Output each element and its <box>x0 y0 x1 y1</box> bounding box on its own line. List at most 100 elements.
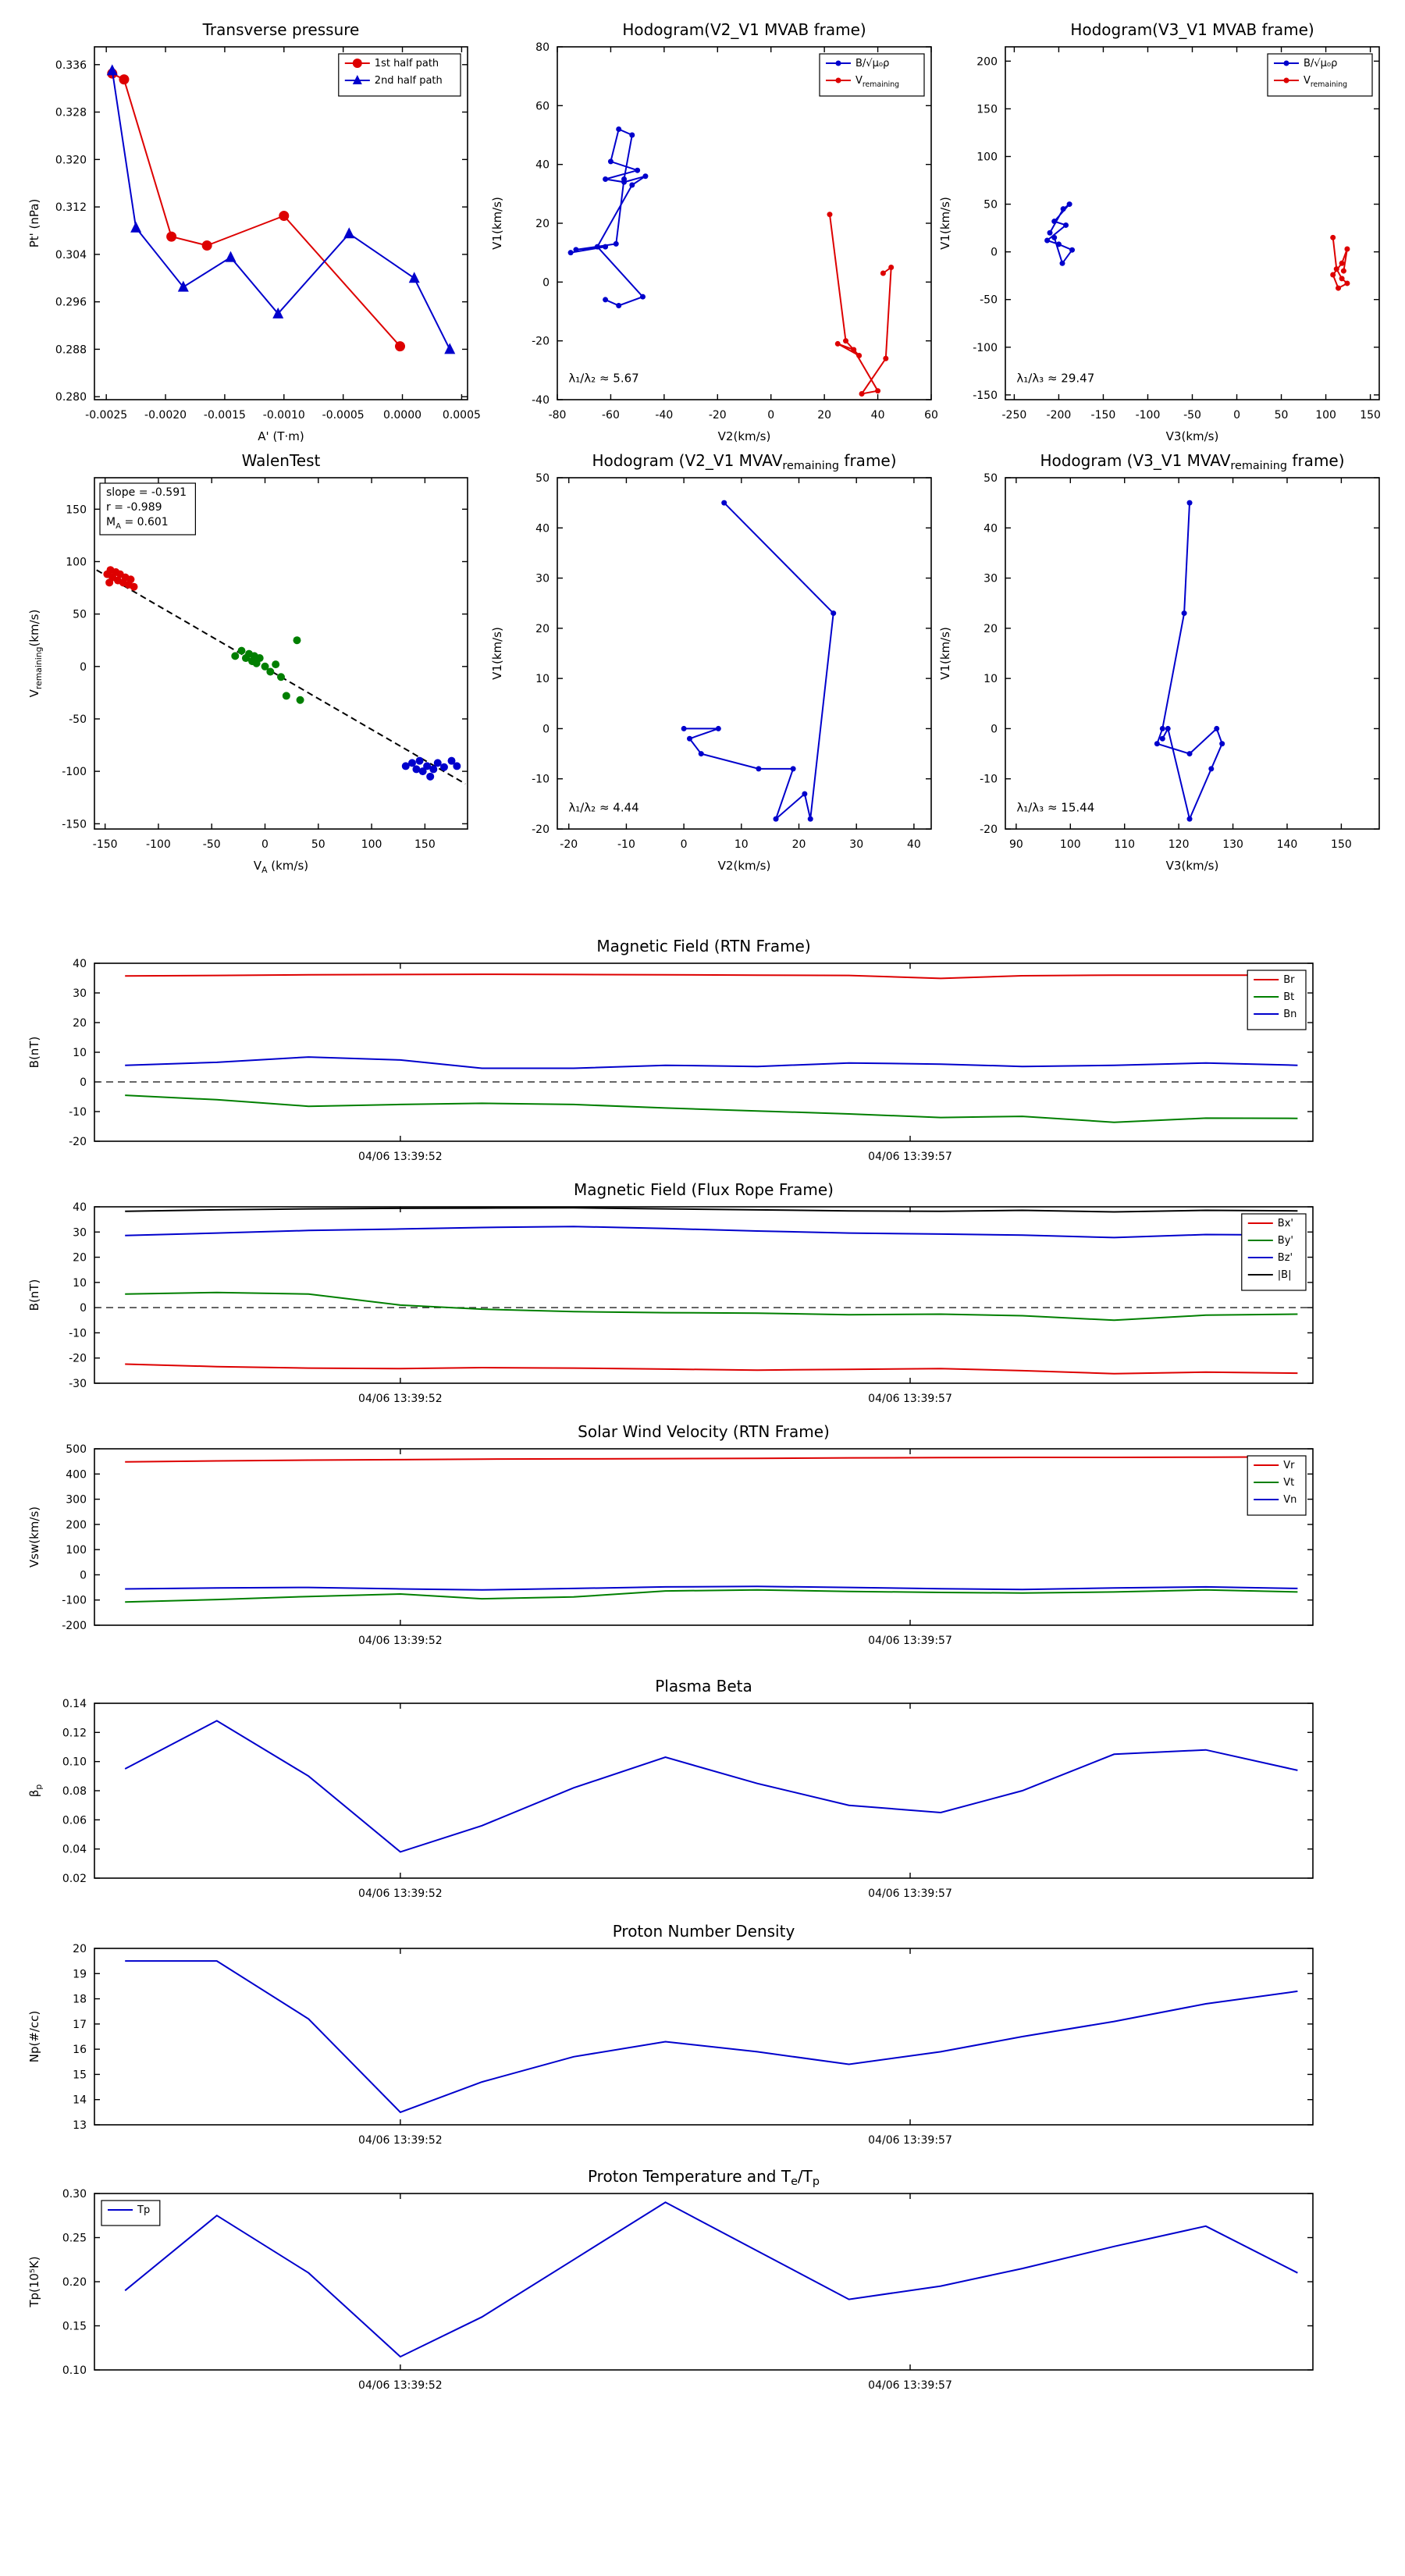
x-tick-label: 150 <box>414 838 436 851</box>
y-tick-label: 0 <box>991 723 998 735</box>
y-tick-label: 10 <box>535 673 550 685</box>
series-Br <box>125 973 1298 980</box>
y-tick-label: 0 <box>80 1569 87 1582</box>
x-tick-label: -250 <box>1002 409 1027 422</box>
series-B/√μ₀ρ <box>1044 201 1076 266</box>
x-tick-label: 90 <box>1009 838 1023 851</box>
legend: Bx' By' Bz' |B| <box>1241 1213 1307 1291</box>
y-tick-label: 300 <box>66 1494 87 1507</box>
y-tick-label: -10 <box>69 1327 87 1340</box>
y-tick-label: 0.336 <box>55 59 87 72</box>
y-tick-label: 30 <box>984 573 998 585</box>
y-tick-label: 0 <box>542 723 550 735</box>
legend-label: Vn <box>1283 1494 1297 1506</box>
y-tick-label: -100 <box>973 342 998 354</box>
legend: Vr Vt Vn <box>1247 1455 1307 1516</box>
y-tick-label: 20 <box>73 1943 87 1955</box>
y-tick-label: 50 <box>984 199 998 212</box>
y-tick-label: -10 <box>69 1106 87 1119</box>
y-tick-label: 10 <box>984 673 998 685</box>
plot-border <box>557 477 932 830</box>
y-tick-label: 200 <box>976 55 998 68</box>
y-tick-label: 40 <box>73 958 87 970</box>
series-line <box>401 756 461 781</box>
axes-ticks <box>94 47 468 400</box>
legend: Tp <box>101 2200 161 2226</box>
legend-label: Br <box>1283 974 1295 986</box>
y-tick-label: -150 <box>973 390 998 402</box>
x-tick-label: 60 <box>924 409 938 422</box>
x-tick-label: 130 <box>1222 838 1243 851</box>
x-tick-label: 10 <box>735 838 749 851</box>
stats-box: slope = -0.591 r = -0.989 MA = 0.601 <box>99 482 197 535</box>
x-axis-label: V2(km/s) <box>718 429 771 443</box>
chart-proton-density: 04/06 13:39:52 04/06 13:39:57 13 14 15 16 17 18… <box>27 1922 1314 2147</box>
x-tick-label: -0.0005 <box>322 409 365 422</box>
series-Vr <box>125 1456 1298 1463</box>
axes-ticks <box>557 477 931 830</box>
x-tick-label: -40 <box>655 409 673 422</box>
series-line <box>1154 500 1225 822</box>
x-tick-label: 150 <box>1331 838 1352 851</box>
y-axis-label: Vsw(km/s) <box>27 1507 41 1567</box>
chart-proton-temp: 04/06 13:39:52 04/06 13:39:57 0.10 0.15 0.20… <box>27 2167 1314 2392</box>
legend-label: B/√μ₀ρ <box>1304 58 1337 69</box>
x-tick-label: -100 <box>146 838 171 851</box>
series-By' <box>125 1291 1298 1322</box>
legend: Br Bt Bn <box>1247 970 1307 1030</box>
x-tick-label: 04/06 13:39:57 <box>868 1635 952 1647</box>
series-line <box>231 636 304 704</box>
x-tick-label: 04/06 13:39:57 <box>868 1151 952 1163</box>
x-tick-label: 0 <box>1233 409 1240 422</box>
y-tick-label: 0.10 <box>62 2364 87 2377</box>
x-axis-label: V3(km/s) <box>1166 859 1219 873</box>
y-tick-label: -20 <box>532 336 550 348</box>
axes-ticks <box>94 478 468 829</box>
y-tick-label: 10 <box>73 1277 87 1290</box>
y-tick-label: 50 <box>984 472 998 485</box>
y-tick-label: 400 <box>66 1468 87 1481</box>
y-tick-label: 0.15 <box>62 2321 87 2333</box>
x-axis-label: V2(km/s) <box>718 859 771 873</box>
legend-label: Vremaining <box>1304 75 1347 89</box>
x-tick-label: -0.0025 <box>85 409 127 422</box>
x-tick-label: 04/06 13:39:52 <box>358 1635 443 1647</box>
x-axis-label: VA (km/s) <box>254 859 308 875</box>
y-tick-label: 0.296 <box>55 297 87 309</box>
y-tick-label: -20 <box>532 824 550 836</box>
y-tick-label: 0.10 <box>62 1756 87 1769</box>
chart-title: Magnetic Field (Flux Rope Frame) <box>574 1180 834 1199</box>
axes-ticks <box>94 1448 1313 1626</box>
series-2nd half path <box>106 64 456 354</box>
y-tick-label: 0.06 <box>62 1814 87 1827</box>
legend-label: Bz' <box>1278 1252 1293 1264</box>
chart-title: Hodogram(V3_V1 MVAB frame) <box>1070 20 1314 39</box>
y-tick-label: -100 <box>62 1595 87 1607</box>
series-B/√μ₀ρ <box>567 126 649 308</box>
axes-ticks <box>94 1206 1313 1384</box>
legend-label: Tp <box>137 2204 150 2216</box>
axes-ticks <box>94 1703 1313 1879</box>
plot-border <box>94 46 468 400</box>
chart-walen-test: -150 -100 -50 0 50 100 150 -150 -100 -50 0 50 100 150… <box>27 451 468 875</box>
series-Bx' <box>125 1363 1298 1375</box>
x-tick-label: 0 <box>261 838 269 851</box>
x-tick-label: 100 <box>1315 409 1336 422</box>
x-tick-label: 30 <box>849 838 863 851</box>
x-axis-label: V3(km/s) <box>1166 429 1219 443</box>
y-tick-label: 150 <box>66 503 87 516</box>
series-line <box>681 500 837 822</box>
y-axis-label: B(nT) <box>27 1279 41 1311</box>
y-tick-label: 30 <box>535 573 550 585</box>
stats-line: slope = -0.591 <box>106 486 187 499</box>
x-tick-label: -60 <box>602 409 620 422</box>
y-tick-label: 18 <box>73 1994 87 2006</box>
chart-transverse-pressure: -0.0025 -0.0020 -0.0015 -0.0010 -0.0005 0.000… <box>27 20 481 443</box>
series-Vremaining <box>1330 234 1350 291</box>
x-tick-label: 04/06 13:39:52 <box>358 1151 443 1163</box>
x-tick-label: -80 <box>549 409 567 422</box>
series-1st half path <box>107 68 406 352</box>
y-tick-label: 16 <box>73 2044 87 2056</box>
chart-title: WalenTest <box>242 451 321 470</box>
